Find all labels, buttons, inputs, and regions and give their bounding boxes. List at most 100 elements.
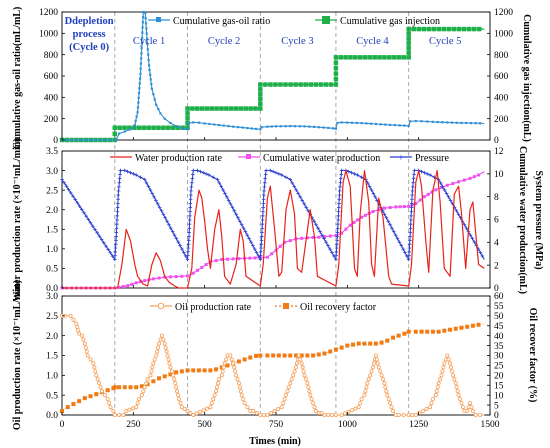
point-oil-rate xyxy=(473,412,478,417)
point-recovery-factor xyxy=(65,405,70,410)
point-oil-rate xyxy=(356,405,361,410)
legend-marker-oilrate xyxy=(157,302,165,310)
point-oil-rate xyxy=(172,377,177,382)
point-oil-rate xyxy=(163,345,168,350)
point-oil-rate xyxy=(289,377,294,382)
point-oil-rate xyxy=(216,377,221,382)
point-oil-rate xyxy=(198,409,203,414)
point-gas-oil-ratio xyxy=(142,10,145,14)
point-oil-rate xyxy=(313,409,318,414)
point-gas-oil-ratio xyxy=(146,42,149,46)
point-gas-oil-ratio xyxy=(208,122,211,126)
point-gas-oil-ratio xyxy=(133,123,136,127)
point-oil-rate xyxy=(291,373,296,378)
point-oil-rate xyxy=(436,381,441,386)
point-oil-rate xyxy=(456,393,461,398)
panel-frames xyxy=(61,11,491,416)
point-gas-oil-ratio xyxy=(141,21,144,24)
point-oil-rate xyxy=(455,389,460,394)
point-recovery-factor xyxy=(305,353,310,358)
point-gas-injection xyxy=(333,82,339,87)
point-cumulative-water xyxy=(130,282,134,286)
point-gas-injection xyxy=(146,125,151,130)
point-gas-oil-ratio xyxy=(147,58,150,62)
y-tick-label: 400 xyxy=(44,94,59,104)
point-recovery-factor xyxy=(470,323,475,328)
point-oil-rate xyxy=(179,405,184,410)
point-oil-rate xyxy=(231,361,236,366)
point-gas-oil-ratio xyxy=(129,128,132,131)
point-cumulative-water xyxy=(340,231,344,235)
series-line-gas-injection xyxy=(62,28,485,141)
point-cumulative-water xyxy=(196,268,200,272)
point-oil-rate xyxy=(363,389,368,394)
point-oil-rate xyxy=(285,389,290,394)
legend-marker-gasinj xyxy=(322,16,330,24)
point-cumulative-water xyxy=(143,279,147,283)
point-oil-rate xyxy=(151,361,156,366)
point-gas-injection xyxy=(406,55,411,60)
y-tick-label: 3.0 xyxy=(46,292,58,302)
point-gas-injection xyxy=(421,26,427,32)
point-oil-rate xyxy=(173,381,178,386)
point-oil-rate xyxy=(98,385,103,390)
point-recovery-factor xyxy=(271,353,276,358)
point-oil-rate xyxy=(442,361,447,366)
y-tick-label: 200 xyxy=(494,115,509,125)
point-oil-rate xyxy=(450,373,455,378)
point-cumulative-water xyxy=(121,285,125,289)
point-oil-rate xyxy=(293,365,298,370)
point-oil-rate xyxy=(380,377,385,382)
point-oil-rate xyxy=(288,381,293,386)
y-tick-label: 12 xyxy=(494,147,504,157)
point-recovery-factor xyxy=(258,353,263,358)
point-gas-oil-ratio xyxy=(274,125,278,128)
x-tick-label: 750 xyxy=(269,420,284,430)
point-gas-injection xyxy=(258,87,263,92)
point-oil-rate xyxy=(176,393,181,398)
x-tick-label: 1500 xyxy=(481,420,500,430)
point-oil-rate xyxy=(378,369,383,374)
point-oil-rate xyxy=(150,365,155,370)
point-oil-rate xyxy=(237,385,242,390)
point-gas-oil-ratio xyxy=(94,138,97,142)
point-oil-rate xyxy=(208,405,213,410)
y-tick-label: 2 xyxy=(494,261,499,271)
y-tick-label: 55 xyxy=(494,302,504,312)
cycle-label: Cycle 3 xyxy=(281,36,313,47)
point-gas-oil-ratio xyxy=(374,122,377,126)
point-oil-rate xyxy=(142,385,147,390)
point-oil-rate xyxy=(396,412,401,417)
point-gas-oil-ratio xyxy=(192,121,195,124)
point-gas-oil-ratio xyxy=(139,77,142,80)
point-oil-rate xyxy=(94,373,99,378)
point-gas-injection xyxy=(338,55,344,60)
point-gas-injection xyxy=(156,125,161,130)
point-gas-injection xyxy=(436,26,442,32)
point-oil-rate xyxy=(191,412,196,417)
point-gas-oil-ratio xyxy=(398,124,401,127)
point-gas-injection xyxy=(141,125,147,130)
point-oil-rate xyxy=(201,408,206,413)
point-oil-rate xyxy=(454,385,459,390)
point-gas-oil-ratio xyxy=(141,31,144,34)
point-gas-injection xyxy=(194,106,200,111)
point-oil-rate xyxy=(176,397,181,402)
point-cumulative-water xyxy=(126,284,130,288)
point-gas-oil-ratio xyxy=(140,52,143,55)
point-cumulative-water xyxy=(472,175,476,179)
point-cumulative-water xyxy=(311,235,315,239)
point-gas-oil-ratio xyxy=(89,138,92,142)
point-cumulative-water xyxy=(220,257,224,261)
point-recovery-factor xyxy=(134,385,139,390)
point-gas-injection xyxy=(441,26,447,32)
point-oil-rate xyxy=(294,361,299,366)
point-gas-oil-ratio xyxy=(137,91,141,95)
point-gas-oil-ratio xyxy=(135,115,138,118)
y-tick-label: 35 xyxy=(494,342,504,352)
point-oil-rate xyxy=(459,401,464,406)
point-gas-injection xyxy=(233,106,239,111)
y-tick-label: 1.5 xyxy=(46,352,58,362)
y-axis-title-cumwater: Cumulative water production(mL) xyxy=(517,146,528,294)
point-gas-injection xyxy=(185,115,190,121)
